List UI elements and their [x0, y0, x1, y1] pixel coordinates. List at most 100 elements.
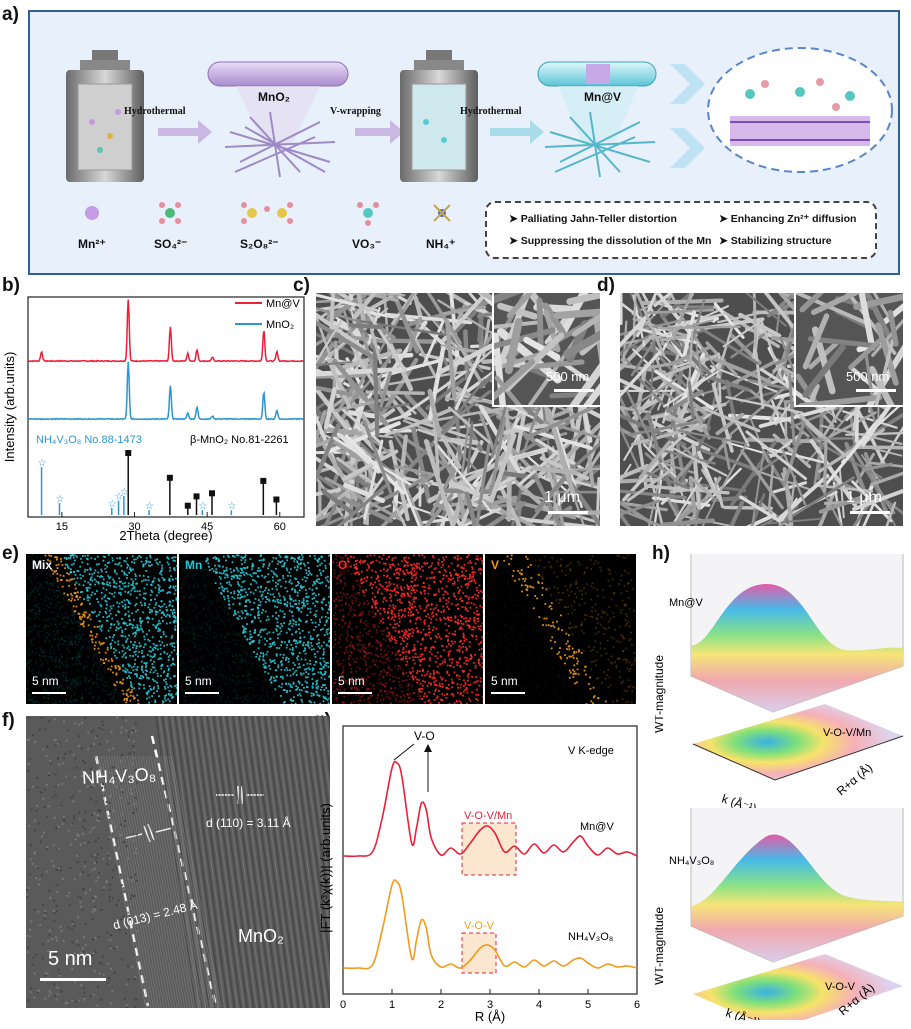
eds-dot	[111, 608, 113, 610]
eds-dot	[300, 586, 302, 588]
eds-dot	[60, 579, 62, 581]
eds-dot	[152, 636, 154, 638]
eds-dot	[438, 610, 440, 612]
eds-dot	[61, 614, 63, 616]
eds-dot	[111, 660, 113, 662]
eds-dot	[153, 643, 155, 645]
eds-dot	[36, 660, 38, 662]
eds-dot	[300, 567, 302, 569]
eds-dot	[174, 569, 176, 571]
eds-dot	[473, 603, 475, 605]
eds-dot	[306, 600, 308, 602]
eds-dot	[77, 644, 79, 646]
eds-dot	[262, 689, 264, 691]
eds-dot	[293, 696, 295, 698]
eds-dot	[90, 678, 92, 680]
eds-dot	[278, 615, 280, 617]
eds-dot	[48, 702, 50, 704]
eds-dot	[40, 584, 42, 586]
eds-dot	[459, 576, 461, 578]
eds-dot	[260, 559, 262, 561]
eds-dot	[147, 621, 149, 623]
eds-dot	[158, 592, 160, 594]
eds-dot	[308, 567, 310, 569]
eds-dot	[347, 635, 349, 637]
eds-dot	[227, 595, 229, 597]
eds-dot	[81, 701, 83, 703]
eds-dot	[204, 595, 206, 597]
eds-dot	[58, 649, 60, 651]
eds-dot	[42, 703, 44, 704]
eds-dot	[288, 683, 290, 685]
eds-dot	[183, 651, 185, 653]
eds-dot	[246, 664, 248, 666]
eds-dot	[240, 572, 242, 574]
eds-dot	[127, 663, 129, 665]
eds-dot	[424, 623, 426, 625]
eds-dot	[155, 645, 157, 647]
eds-dot	[39, 647, 41, 649]
eds-dot	[318, 594, 320, 596]
eds-dot	[309, 660, 311, 662]
eds-dot	[66, 664, 68, 666]
eds-dot	[76, 699, 78, 701]
eds-dot	[412, 599, 414, 601]
eds-dot	[250, 633, 252, 635]
eds-dot	[67, 703, 69, 704]
eds-dot	[62, 618, 64, 620]
eds-dot	[288, 572, 290, 574]
eds-dot	[236, 567, 238, 569]
eds-dot	[54, 624, 56, 626]
eds-dot	[266, 640, 268, 642]
eds-dot	[119, 581, 121, 583]
eds-dot	[84, 680, 86, 682]
eds-dot	[93, 655, 95, 657]
eds-dot	[130, 590, 132, 592]
eds-dot	[141, 661, 143, 663]
eds-dot	[120, 635, 122, 637]
eds-dot	[66, 701, 68, 703]
eds-dot	[262, 659, 264, 661]
eds-dot	[471, 656, 473, 658]
eds-dot	[372, 611, 374, 613]
legend-vo3: VO₃⁻	[352, 237, 381, 251]
eds-dot	[472, 626, 474, 628]
eds-dot	[27, 634, 29, 636]
eds-dot	[80, 681, 82, 683]
eds-dot	[193, 634, 195, 636]
eds-dot	[313, 648, 315, 650]
eds-dot	[224, 570, 226, 572]
eds-dot	[48, 598, 50, 600]
eds-dot	[409, 605, 411, 607]
eds-dot	[55, 665, 57, 667]
eds-dot	[476, 556, 478, 558]
eds-dot	[137, 609, 139, 611]
eds-dot	[371, 569, 373, 571]
eds-dot	[118, 611, 120, 613]
eds-dot	[185, 633, 187, 635]
eds-dot	[346, 651, 348, 653]
eds-dot	[87, 599, 89, 601]
eds-dot	[272, 642, 274, 644]
eds-dot	[133, 586, 135, 588]
eds-dot	[166, 653, 168, 655]
eds-dot	[318, 695, 320, 697]
eds-dot	[367, 555, 369, 557]
eds-dot	[467, 587, 469, 589]
eds-dot	[242, 625, 244, 627]
eds-dot	[440, 619, 442, 621]
eds-dot	[305, 681, 307, 683]
eds-dot	[52, 578, 54, 580]
eds-dot	[109, 636, 111, 638]
eds-dot	[161, 567, 163, 569]
eds-dot	[329, 609, 330, 611]
eds-dot	[379, 622, 381, 624]
eds-dot	[60, 612, 62, 614]
eds-dot	[270, 594, 272, 596]
eds-dot	[335, 598, 337, 600]
eds-dot	[440, 638, 442, 640]
eds-dot	[329, 607, 330, 609]
eds-dot	[317, 694, 319, 696]
eds-dot	[150, 651, 152, 653]
